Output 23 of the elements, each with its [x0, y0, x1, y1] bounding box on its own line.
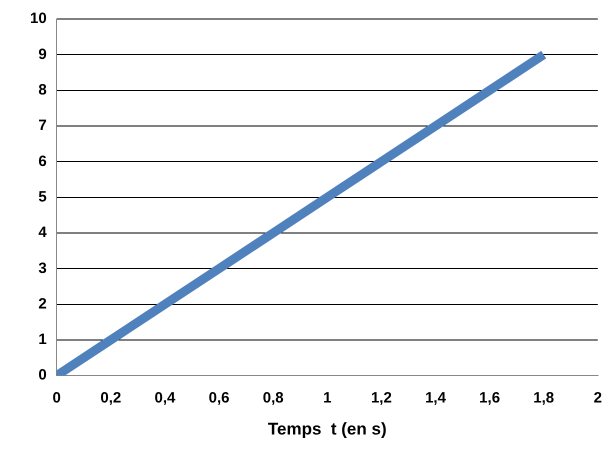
- y-tick-label: 7: [38, 117, 47, 134]
- y-tick-label: 4: [38, 224, 48, 242]
- y-tick-label: 6: [38, 152, 47, 170]
- x-tick-label: 0,8: [262, 390, 284, 407]
- x-tick-label: 1: [323, 390, 332, 407]
- x-tick-label: 0: [52, 390, 61, 407]
- y-tick-label: 8: [38, 81, 47, 98]
- x-tick-label: 0,4: [154, 390, 176, 407]
- x-tick-label: 1,2: [370, 390, 392, 407]
- x-tick-label: 0,2: [100, 390, 122, 407]
- x-axis-title: Temps t (en s): [268, 419, 387, 438]
- x-tick-label: 2: [594, 390, 602, 407]
- y-tick-label: 1: [38, 331, 47, 348]
- y-tick-label: 0: [38, 366, 47, 384]
- y-tick-label: 9: [38, 46, 47, 63]
- y-tick-label: 2: [38, 295, 47, 312]
- y-tick-label: 5: [38, 188, 47, 206]
- x-tick-label: 1,4: [425, 390, 447, 407]
- x-tick-label: 1,6: [479, 390, 500, 407]
- x-tick-label: 1,8: [533, 390, 554, 407]
- y-tick-label: 10: [30, 10, 47, 28]
- x-tick-label: 0,6: [208, 390, 230, 407]
- y-tick-label: 3: [38, 260, 47, 277]
